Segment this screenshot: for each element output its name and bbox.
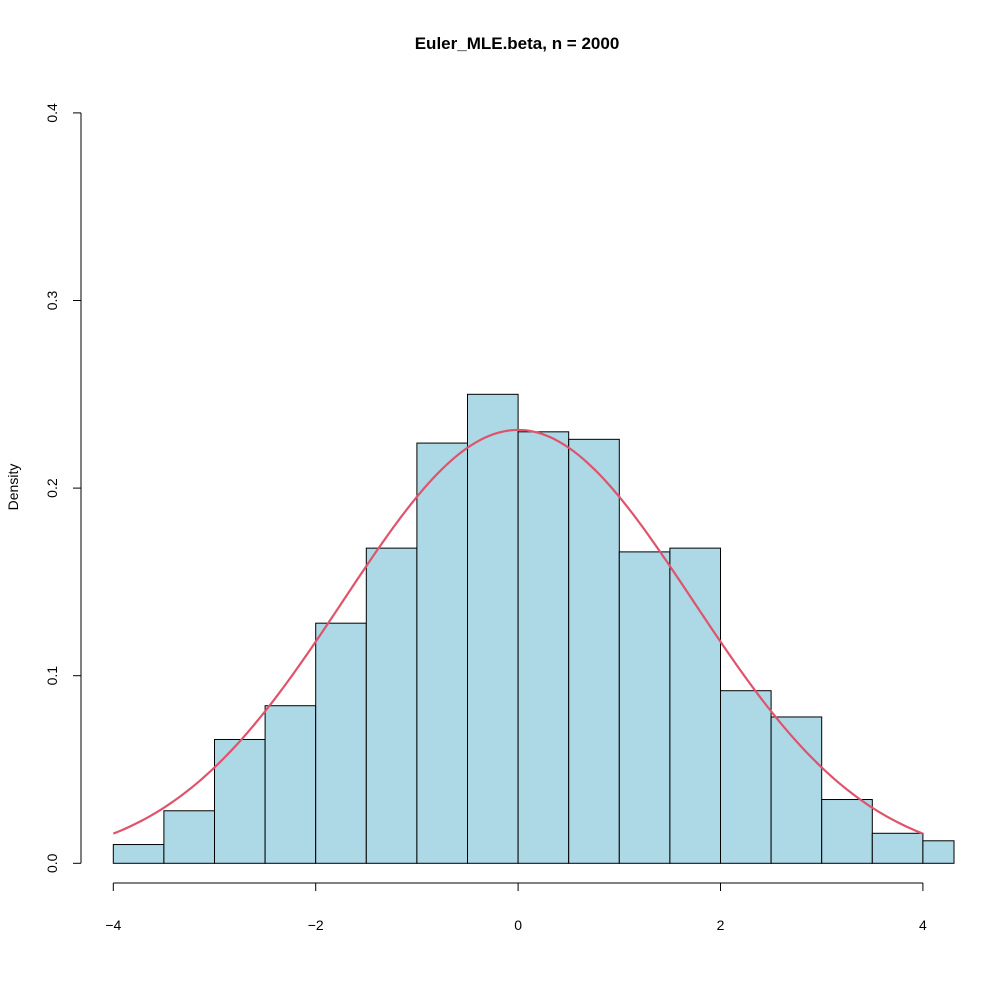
histogram-bar-6 — [416, 442, 468, 864]
chart-title: Euler_MLE.beta, n = 2000 — [415, 34, 620, 53]
y-tick-label: 0.0 — [44, 853, 60, 873]
x-axis: −4 −2 0 2 4 — [105, 882, 927, 933]
histogram-bar-8 — [517, 431, 570, 864]
histogram-bar-5 — [365, 547, 418, 864]
y-tick-label: 0.1 — [44, 666, 60, 686]
x-tick-label: 4 — [919, 917, 927, 933]
histogram-bar-16 — [922, 840, 955, 864]
histogram-bar-13 — [770, 716, 823, 864]
y-tick-label: 0.3 — [44, 291, 60, 311]
histogram-bar-15 — [871, 832, 924, 864]
histogram-bar-7 — [467, 393, 519, 864]
histogram-bar-0 — [112, 844, 165, 864]
histogram-bar-1 — [163, 810, 215, 864]
y-tick-label: 0.4 — [44, 103, 60, 123]
histogram-bar-10 — [618, 551, 671, 864]
histogram-bar-9 — [568, 438, 620, 864]
y-tick-label: 0.2 — [44, 478, 60, 498]
histogram-bar-14 — [821, 799, 873, 864]
x-tick-label: −4 — [105, 917, 121, 933]
histogram-bars — [112, 393, 955, 864]
histogram-bar-3 — [264, 705, 317, 864]
histogram-bar-2 — [214, 738, 266, 864]
histogram-bar-11 — [669, 547, 722, 864]
x-tick-label: −2 — [308, 917, 324, 933]
y-axis: 0.0 0.1 0.2 0.3 0.4 — [44, 103, 82, 873]
histogram-bar-12 — [720, 690, 772, 864]
y-axis-label: Density — [5, 464, 21, 511]
normal-density-curve — [112, 428, 924, 835]
x-tick-label: 2 — [717, 917, 725, 933]
x-tick-label: 0 — [514, 917, 522, 933]
histogram-bar-4 — [315, 622, 367, 864]
